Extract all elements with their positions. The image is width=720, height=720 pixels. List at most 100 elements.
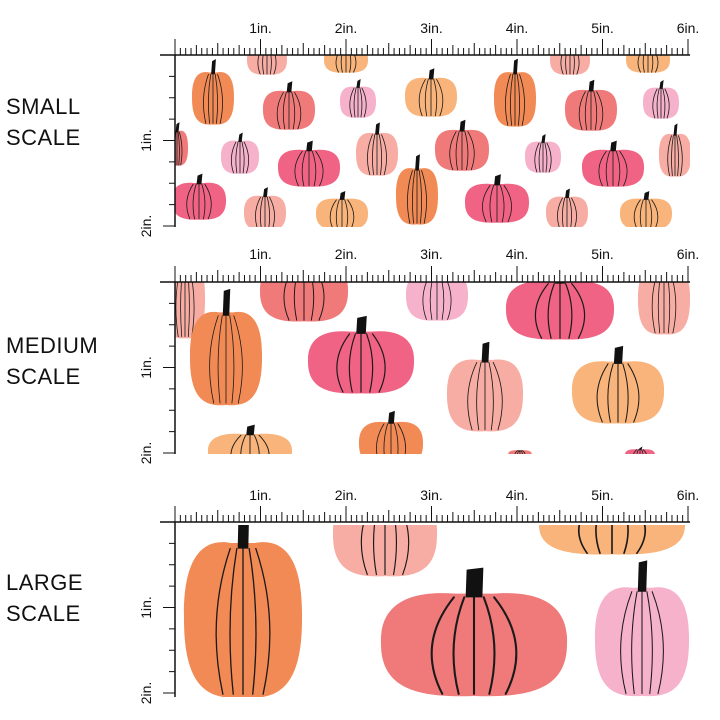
pumpkin-rib [578,525,588,555]
pumpkin [355,122,399,176]
ruler-inch-label-vertical: 2in. [138,442,154,465]
pumpkin-rib [301,150,307,187]
pumpkin-rib [175,132,176,133]
pumpkin-rib [175,282,179,338]
pumpkin-rib [255,547,271,695]
pumpkin [464,174,530,223]
pumpkin-rib [488,362,494,431]
pumpkin-rib [187,282,190,338]
pumpkin-rib [371,134,376,176]
small-pumpkin-pattern [175,38,690,227]
pumpkin-stem [300,262,309,266]
pumpkin [524,133,562,173]
pumpkin-rib [310,282,315,321]
pumpkin-rib [627,363,640,423]
pumpkin [175,173,227,220]
pumpkin-rib [651,282,656,334]
pumpkin-rib [178,131,183,166]
pumpkin-rib [522,450,526,454]
pumpkin [434,119,490,171]
pumpkin-rib [641,449,644,454]
pumpkin [619,190,673,227]
pumpkin-rib [269,196,275,227]
pumpkin-rib [293,282,298,321]
pumpkin-rib [652,88,658,119]
small-scale-label-line-2: SCALE [6,125,81,150]
pumpkin-rib [565,55,568,75]
pumpkin-rib [233,315,243,404]
pumpkin-stem [481,341,490,363]
pumpkin-rib [572,55,575,75]
pumpkin-rib [657,282,661,334]
pumpkin-stem [211,59,216,75]
pumpkin-rib [347,199,355,227]
pumpkin-body [175,130,189,166]
pumpkin-stem [375,122,380,135]
pumpkin-rib [407,170,413,224]
pumpkin-rib [191,282,195,338]
pumpkin-rib [273,55,277,75]
pumpkin-rib [671,135,674,177]
ruler-inch-label: 1in. [249,20,272,36]
pumpkin-stem [568,38,573,46]
pumpkin [642,79,680,119]
pumpkin-rib [598,150,607,187]
pumpkin-rib [418,79,426,117]
pumpkin-rib [492,362,503,431]
ruler-inch-label-vertical: 2in. [138,215,154,238]
pumpkin-rib [241,141,245,174]
pumpkin [189,288,263,406]
pumpkin-rib [393,423,399,454]
pumpkin-stem [662,265,668,269]
pumpkin-rib [397,423,406,454]
pumpkin-rib [365,333,374,393]
pumpkin [183,525,303,697]
pumpkin-rib [633,199,641,227]
ruler-inch-label: 4in. [506,487,529,503]
pumpkin-rib [402,525,410,576]
pumpkin-rib [651,55,654,73]
large-scale-label: LARGE SCALE [6,567,83,629]
pumpkin-stem [673,123,678,136]
pumpkin-rib [348,333,357,393]
large-scale-swatch: 1in. 2in. 3in. 4in. 5in. 6in. 1in. 2in. [138,487,699,704]
pumpkin [545,188,589,227]
pumpkin-stem [513,58,518,75]
pumpkin-rib [207,73,212,124]
pumpkin-rib [229,315,235,404]
pumpkin-rib [565,283,573,339]
pumpkin-rib [318,282,325,321]
pumpkin [339,78,377,118]
pumpkin-rib [676,135,679,177]
large-scale-panel: LARGE SCALE 1in. 2in. 3in. 4in. 5in. 6in. 1in.… [0,480,720,720]
pumpkin-rib [230,141,237,174]
pumpkin-stem [565,188,570,199]
large-pumpkin-pattern [183,525,690,697]
pumpkin-rib [662,88,666,119]
pumpkin [332,525,438,577]
pumpkin-rib [217,73,223,124]
pumpkin-stem [388,410,395,424]
pumpkin [175,122,189,166]
pumpkin-rib [361,87,367,118]
pumpkin [446,341,524,432]
pumpkin-rib [230,434,242,454]
pumpkin-stem [356,78,361,88]
pumpkin-rib [344,199,349,227]
pumpkin-rib [180,282,183,338]
medium-scale-label-line-2: SCALE [6,364,81,389]
pumpkin-rib [441,282,445,320]
pumpkin-rib [505,73,511,126]
medium-scale-label-line-1: MEDIUM [6,333,99,358]
pumpkin-rib [452,596,466,695]
ruler-inch-label: 1in. [249,246,272,262]
pumpkin-rib [544,142,548,173]
pumpkin [358,410,424,454]
pumpkin [307,315,415,394]
pumpkin-rib [283,282,290,321]
pumpkin-rib [651,199,659,227]
pumpkin-stem [646,41,651,48]
ruler-inch-label: 2in. [335,246,358,262]
pumpkin-rib [642,449,647,454]
pumpkin-rib [235,141,239,174]
